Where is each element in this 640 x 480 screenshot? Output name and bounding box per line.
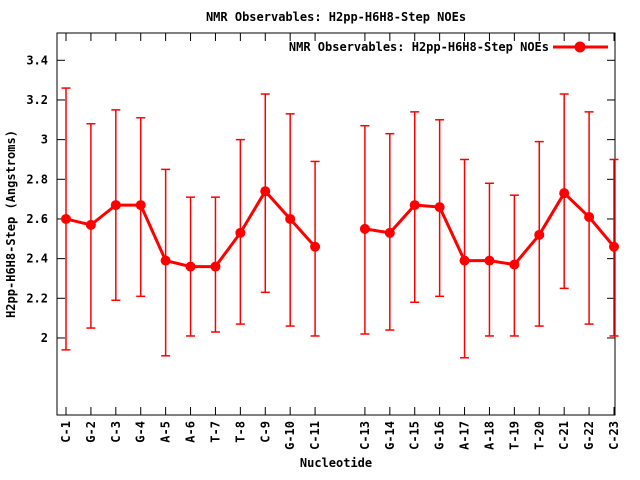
y-tick-label-2.6: 2.6 <box>26 212 48 226</box>
x-tick-label-T-20: T-20 <box>532 421 546 450</box>
y-tick-label-3.2: 3.2 <box>26 93 48 107</box>
x-tick-label-A-18: A-18 <box>482 421 496 450</box>
x-tick-label-C-15: C-15 <box>408 421 422 450</box>
x-tick-label-A-17: A-17 <box>458 421 472 450</box>
x-tick-label-C-13: C-13 <box>358 421 372 450</box>
data-point-A-6 <box>185 261 196 272</box>
data-point-G-10 <box>285 213 296 224</box>
y-tick-label-2: 2 <box>41 331 48 345</box>
x-tick-label-T-19: T-19 <box>507 421 521 450</box>
x-tick-label-G-2: G-2 <box>84 421 98 443</box>
data-point-T-20 <box>534 229 545 240</box>
legend-sample <box>553 41 608 53</box>
chart-title: NMR Observables: H2pp-H6H8-Step NOEs <box>206 10 466 24</box>
x-tick-label-C-9: C-9 <box>258 421 272 443</box>
data-point-C-15 <box>409 200 420 211</box>
data-point-C-9 <box>260 186 271 197</box>
y-tick-label-3.4: 3.4 <box>26 53 48 67</box>
x-tick-label-C-1: C-1 <box>59 421 73 443</box>
x-tick-label-T-7: T-7 <box>208 421 222 443</box>
data-point-T-7 <box>210 261 221 272</box>
legend-sample-marker <box>574 41 586 53</box>
x-axis-label: Nucleotide <box>300 456 372 470</box>
y-axis-label: H2pp-H6H8-Step (Angstroms) <box>4 130 18 318</box>
y-tick-label-3: 3 <box>41 133 48 147</box>
data-point-G-16 <box>434 202 445 213</box>
data-point-C-3 <box>110 200 121 211</box>
data-point-G-2 <box>85 219 96 230</box>
y-tick-label-2.2: 2.2 <box>26 291 48 305</box>
data-point-T-8 <box>235 227 246 238</box>
legend-label: NMR Observables: H2pp-H6H8-Step NOEs <box>289 40 549 54</box>
data-point-T-19 <box>509 259 520 270</box>
data-point-G-4 <box>135 200 146 211</box>
y-tick-label-2.8: 2.8 <box>26 172 48 186</box>
x-tick-label-C-11: C-11 <box>308 421 322 450</box>
data-point-A-18 <box>484 255 495 266</box>
x-tick-label-G-16: G-16 <box>433 421 447 450</box>
data-point-C-11 <box>310 241 321 252</box>
data-point-C-13 <box>359 223 370 234</box>
x-tick-label-G-14: G-14 <box>383 421 397 450</box>
x-tick-label-C-3: C-3 <box>109 421 123 443</box>
plot-area: 2 2.2 2.4 2.6 2.8 3 3.2 3.4 C-1 G-2 C-3 G-4 A-5 A-6 T-… <box>26 32 621 450</box>
x-tick-label-C-23: C-23 <box>607 421 621 450</box>
x-tick-label-G-22: G-22 <box>582 421 596 450</box>
x-tick-label-A-6: A-6 <box>184 421 198 443</box>
data-point-A-17 <box>459 255 470 266</box>
y-tick-label-2.4: 2.4 <box>26 252 48 266</box>
data-point-G-22 <box>584 211 595 222</box>
x-tick-label-T-8: T-8 <box>233 421 247 443</box>
data-point-C-21 <box>559 188 570 199</box>
x-tick-label-G-4: G-4 <box>134 421 148 443</box>
data-point-G-14 <box>384 227 395 238</box>
data-point-C-1 <box>61 213 71 224</box>
data-point-A-5 <box>160 255 171 266</box>
x-tick-label-C-21: C-21 <box>557 421 571 450</box>
plot-border <box>56 32 616 416</box>
x-tick-label-A-5: A-5 <box>159 421 173 443</box>
data-point-C-23 <box>608 241 619 252</box>
x-tick-label-G-10: G-10 <box>283 421 297 450</box>
